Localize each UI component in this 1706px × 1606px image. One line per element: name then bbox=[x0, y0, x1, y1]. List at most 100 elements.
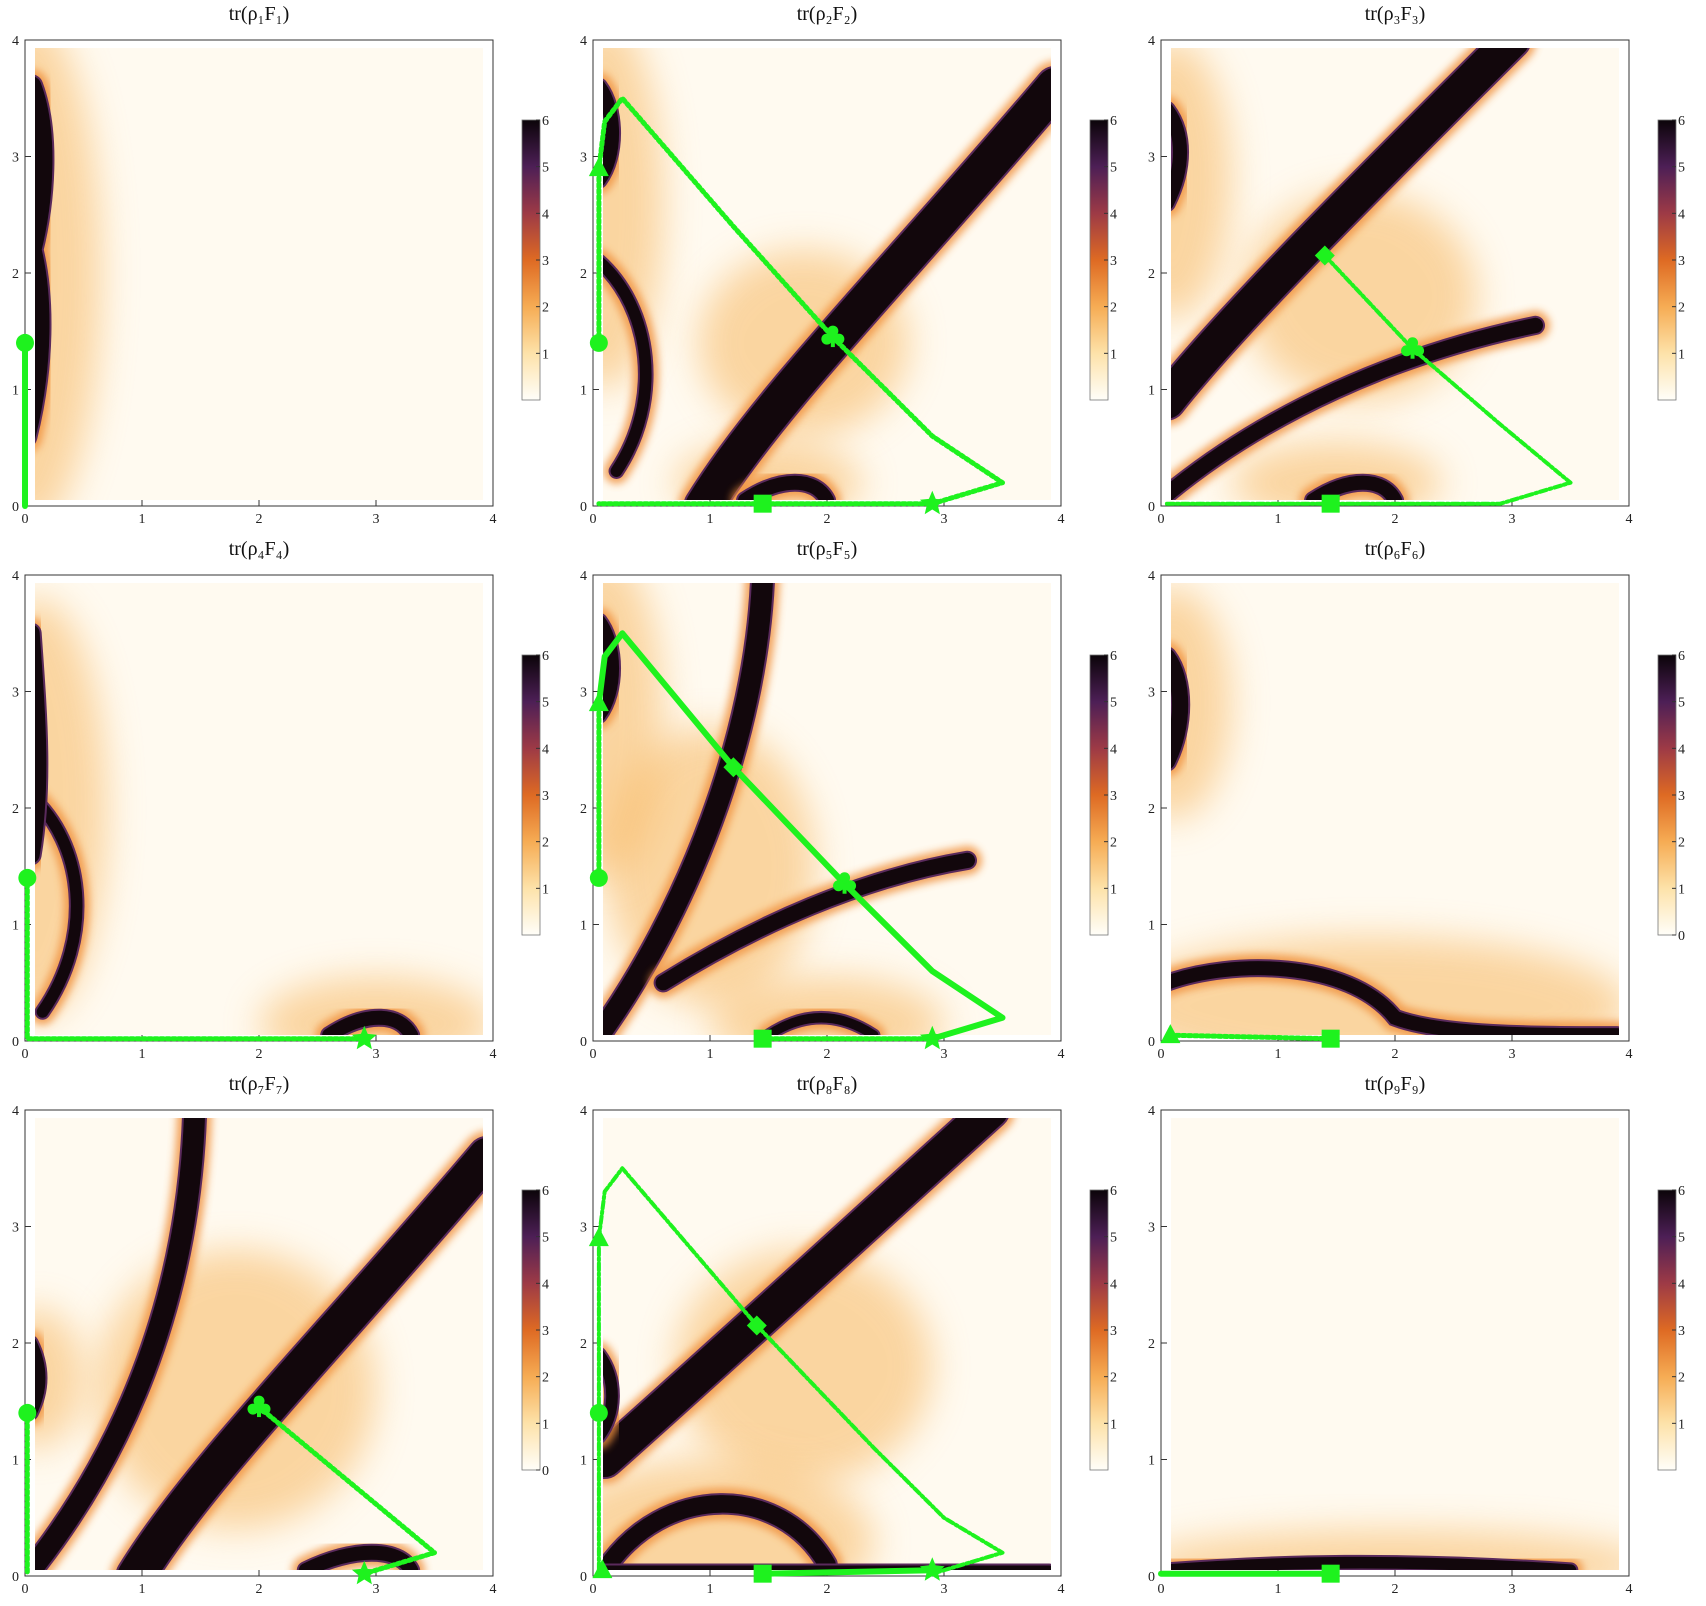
colorbar-tick-label: 4 bbox=[1110, 742, 1117, 757]
x-tick-label: 3 bbox=[941, 1047, 948, 1062]
x-tick-label: 3 bbox=[1509, 1047, 1516, 1062]
panel-title: tr(ρ₁F₁) bbox=[229, 3, 290, 25]
y-tick-label: 0 bbox=[12, 500, 19, 515]
y-tick-label: 4 bbox=[12, 1104, 19, 1119]
marker-circle bbox=[589, 333, 608, 352]
y-tick-label: 2 bbox=[1148, 802, 1155, 817]
y-tick-label: 3 bbox=[12, 151, 19, 166]
panel-svg: tr(ρ₇F₇) 0 1 2 3 4 0 1 2 3 4 0 1 2 3 4 5 6 bbox=[12, 1073, 549, 1597]
y-tick-label: 4 bbox=[580, 34, 587, 49]
x-tick-label: 2 bbox=[1392, 1047, 1399, 1062]
panel-svg: tr(ρ₅F₅) 0 1 2 3 4 0 1 2 3 4 1 2 3 4 5 6 bbox=[580, 538, 1117, 1062]
colorbar-tick-label: 3 bbox=[542, 254, 549, 269]
marker-circle bbox=[18, 1403, 37, 1422]
x-tick-label: 1 bbox=[1275, 1047, 1282, 1062]
density-band bbox=[35, 625, 47, 863]
heatmap-bg bbox=[35, 583, 483, 1035]
y-tick-label: 3 bbox=[580, 1221, 587, 1236]
colorbar-tick-label: 1 bbox=[542, 882, 549, 897]
x-tick-label: 4 bbox=[1058, 512, 1065, 527]
heatmap bbox=[35, 48, 483, 500]
panel-7: tr(ρ₇F₇) 0 1 2 3 4 0 1 2 3 4 0 1 2 3 4 5 6 bbox=[0, 1070, 560, 1600]
density-band bbox=[35, 1338, 46, 1418]
panel-6: tr(ρ₆F₆) 0 1 2 3 4 0 1 2 3 4 0 1 2 3 4 5 6 bbox=[1136, 535, 1696, 1065]
marker-diamond bbox=[746, 1315, 767, 1336]
panel-2: tr(ρ₂F₂) 0 1 2 3 4 0 1 2 3 4 1 2 3 4 5 6 bbox=[568, 0, 1128, 530]
x-tick-label: 2 bbox=[256, 1047, 263, 1062]
colorbar-tick-label: 5 bbox=[542, 161, 549, 176]
density-band bbox=[1171, 961, 1619, 1035]
colorbar-tick-label: 5 bbox=[1678, 161, 1685, 176]
marker-circle bbox=[589, 868, 608, 887]
trajectory-dotted bbox=[24, 875, 367, 1042]
x-tick-label: 3 bbox=[1509, 1582, 1516, 1597]
x-tick-label: 1 bbox=[707, 512, 714, 527]
star-shape bbox=[919, 1557, 945, 1581]
colorbar-tick-label: 6 bbox=[1678, 114, 1685, 129]
density-band bbox=[655, 852, 976, 991]
x-tick-label: 3 bbox=[941, 512, 948, 527]
panel-svg: tr(ρ₉F₉) 0 1 2 3 4 0 1 2 3 4 1 2 3 4 5 6 bbox=[1148, 1073, 1685, 1597]
y-tick-label: 4 bbox=[580, 569, 587, 584]
colorbar-tick-label: 2 bbox=[1110, 1371, 1117, 1386]
x-tick-label: 4 bbox=[1626, 512, 1633, 527]
marker-square bbox=[753, 1029, 772, 1048]
colorbar-tick-label: 2 bbox=[1678, 301, 1685, 316]
colorbar-tick-label: 4 bbox=[1678, 742, 1685, 757]
y-tick-label: 0 bbox=[580, 1035, 587, 1050]
x-tick-label: 3 bbox=[373, 1582, 380, 1597]
colorbar-tick-label: 1 bbox=[1110, 882, 1117, 897]
colorbar-tick-label: 1 bbox=[1678, 882, 1685, 897]
density-band bbox=[1306, 475, 1402, 500]
colorbar-tick-label: 3 bbox=[542, 789, 549, 804]
heatmap-bg bbox=[35, 48, 483, 500]
colorbar-tick-label: 3 bbox=[1110, 1324, 1117, 1339]
x-tick-label: 1 bbox=[1275, 1582, 1282, 1597]
colorbar-tick-label: 6 bbox=[1110, 1184, 1117, 1199]
x-tick-label: 4 bbox=[1058, 1582, 1065, 1597]
y-tick-label: 3 bbox=[12, 1221, 19, 1236]
x-tick-label: 2 bbox=[256, 512, 263, 527]
colorbar-tick-label: 5 bbox=[1110, 1231, 1117, 1246]
y-tick-label: 0 bbox=[1148, 1570, 1155, 1585]
x-tick-label: 3 bbox=[373, 1047, 380, 1062]
density-band bbox=[603, 583, 773, 1035]
y-tick-label: 0 bbox=[580, 1570, 587, 1585]
colorbar-tick-label: 4 bbox=[542, 1277, 549, 1292]
heatmap bbox=[603, 48, 1051, 500]
x-tick-label: 3 bbox=[373, 512, 380, 527]
y-tick-label: 0 bbox=[12, 1035, 19, 1050]
colorbar-tick-label: 2 bbox=[542, 836, 549, 851]
marker-club bbox=[833, 872, 857, 894]
density-band bbox=[1171, 649, 1189, 769]
y-tick-label: 3 bbox=[580, 686, 587, 701]
y-tick-label: 4 bbox=[1148, 34, 1155, 49]
panel-title: tr(ρ₄F₄) bbox=[229, 538, 290, 560]
colorbar-tick-label: 3 bbox=[1110, 789, 1117, 804]
y-tick-label: 4 bbox=[12, 569, 19, 584]
colorbar-tick-label: 4 bbox=[1110, 207, 1117, 222]
density-band bbox=[686, 68, 1051, 500]
star-shape bbox=[919, 490, 945, 515]
colorbar-tick-label: 5 bbox=[542, 696, 549, 711]
panel-3: tr(ρ₃F₃) 0 1 2 3 4 0 1 2 3 4 1 2 3 4 5 6 bbox=[1136, 0, 1696, 530]
y-tick-label: 4 bbox=[1148, 1104, 1155, 1119]
x-tick-label: 2 bbox=[256, 1582, 263, 1597]
colorbar-tick-label: 6 bbox=[542, 114, 549, 129]
colorbar-tick-label: 1 bbox=[542, 1417, 549, 1432]
x-tick-label: 4 bbox=[490, 512, 497, 527]
y-tick-label: 2 bbox=[12, 1337, 19, 1352]
colorbar-tick-label: 2 bbox=[1678, 836, 1685, 851]
x-tick-label: 2 bbox=[824, 1047, 831, 1062]
x-tick-label: 4 bbox=[1626, 1582, 1633, 1597]
colorbar-tick-label: 1 bbox=[1110, 347, 1117, 362]
heatmap bbox=[1171, 1118, 1619, 1570]
marker-club bbox=[1401, 337, 1425, 359]
y-tick-label: 3 bbox=[12, 686, 19, 701]
panel-title: tr(ρ₅F₅) bbox=[797, 538, 858, 560]
colorbar-tick-label: 5 bbox=[1110, 161, 1117, 176]
x-tick-label: 0 bbox=[22, 1047, 29, 1062]
x-tick-label: 4 bbox=[490, 1047, 497, 1062]
panel-svg: tr(ρ₁F₁) 0 1 2 3 4 0 1 2 3 4 1 2 3 4 5 6 bbox=[12, 3, 549, 527]
